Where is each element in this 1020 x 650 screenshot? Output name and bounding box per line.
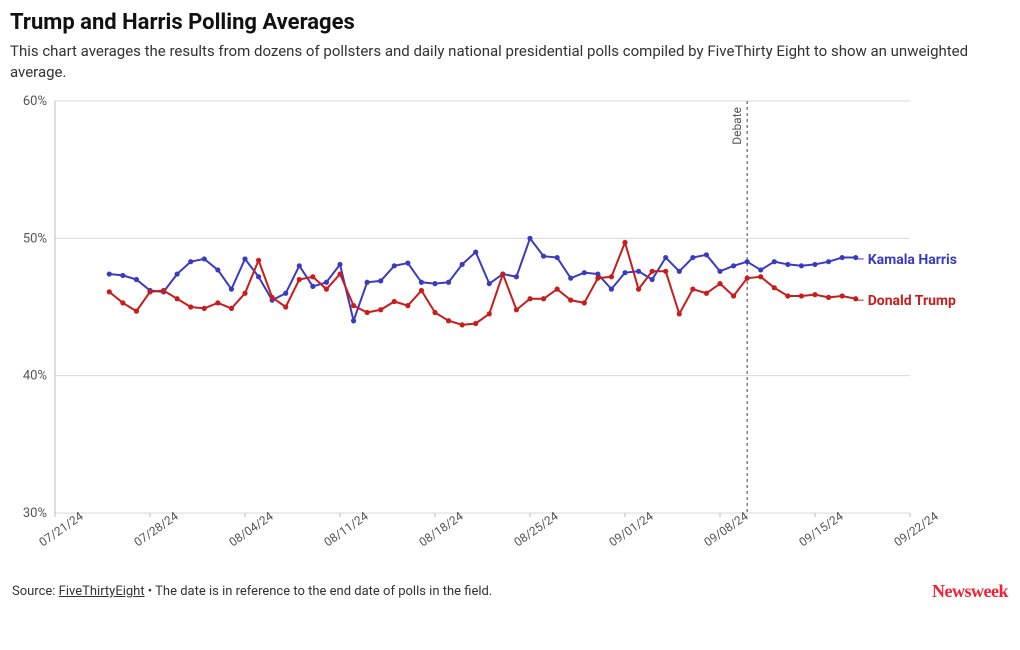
svg-text:08/25/24: 08/25/24 — [511, 509, 560, 550]
svg-text:50%: 50% — [23, 231, 47, 246]
svg-text:40%: 40% — [23, 369, 47, 384]
chart-subtitle: This chart averages the results from doz… — [10, 41, 970, 83]
svg-text:09/08/24: 09/08/24 — [701, 509, 750, 550]
chart-svg: 30%40%50%60%07/21/2407/28/2408/04/2408/1… — [10, 93, 1010, 573]
chart-title: Trump and Harris Polling Averages — [10, 10, 1010, 35]
svg-text:09/22/24: 09/22/24 — [891, 509, 940, 550]
source-line: Source: FiveThirtyEight • The date is in… — [12, 584, 492, 599]
source-link[interactable]: FiveThirtyEight — [59, 584, 145, 599]
source-suffix: • The date is in reference to the end da… — [145, 584, 493, 599]
svg-text:60%: 60% — [23, 94, 47, 109]
chart-footer: Source: FiveThirtyEight • The date is in… — [10, 573, 1010, 602]
svg-text:09/01/24: 09/01/24 — [606, 509, 655, 550]
svg-text:08/04/24: 08/04/24 — [226, 509, 275, 550]
svg-text:08/18/24: 08/18/24 — [416, 509, 465, 550]
svg-text:30%: 30% — [23, 506, 47, 521]
polling-line-chart: 30%40%50%60%07/21/2407/28/2408/04/2408/1… — [10, 93, 1010, 573]
svg-text:Donald Trump: Donald Trump — [868, 293, 956, 309]
source-prefix: Source: — [12, 584, 59, 599]
svg-text:09/15/24: 09/15/24 — [796, 509, 845, 550]
svg-text:Debate: Debate — [730, 107, 744, 145]
svg-text:08/11/24: 08/11/24 — [321, 509, 370, 550]
svg-text:07/28/24: 07/28/24 — [131, 509, 180, 550]
brand-logo: Newsweek — [932, 581, 1008, 602]
svg-text:Kamala Harris: Kamala Harris — [868, 252, 957, 268]
